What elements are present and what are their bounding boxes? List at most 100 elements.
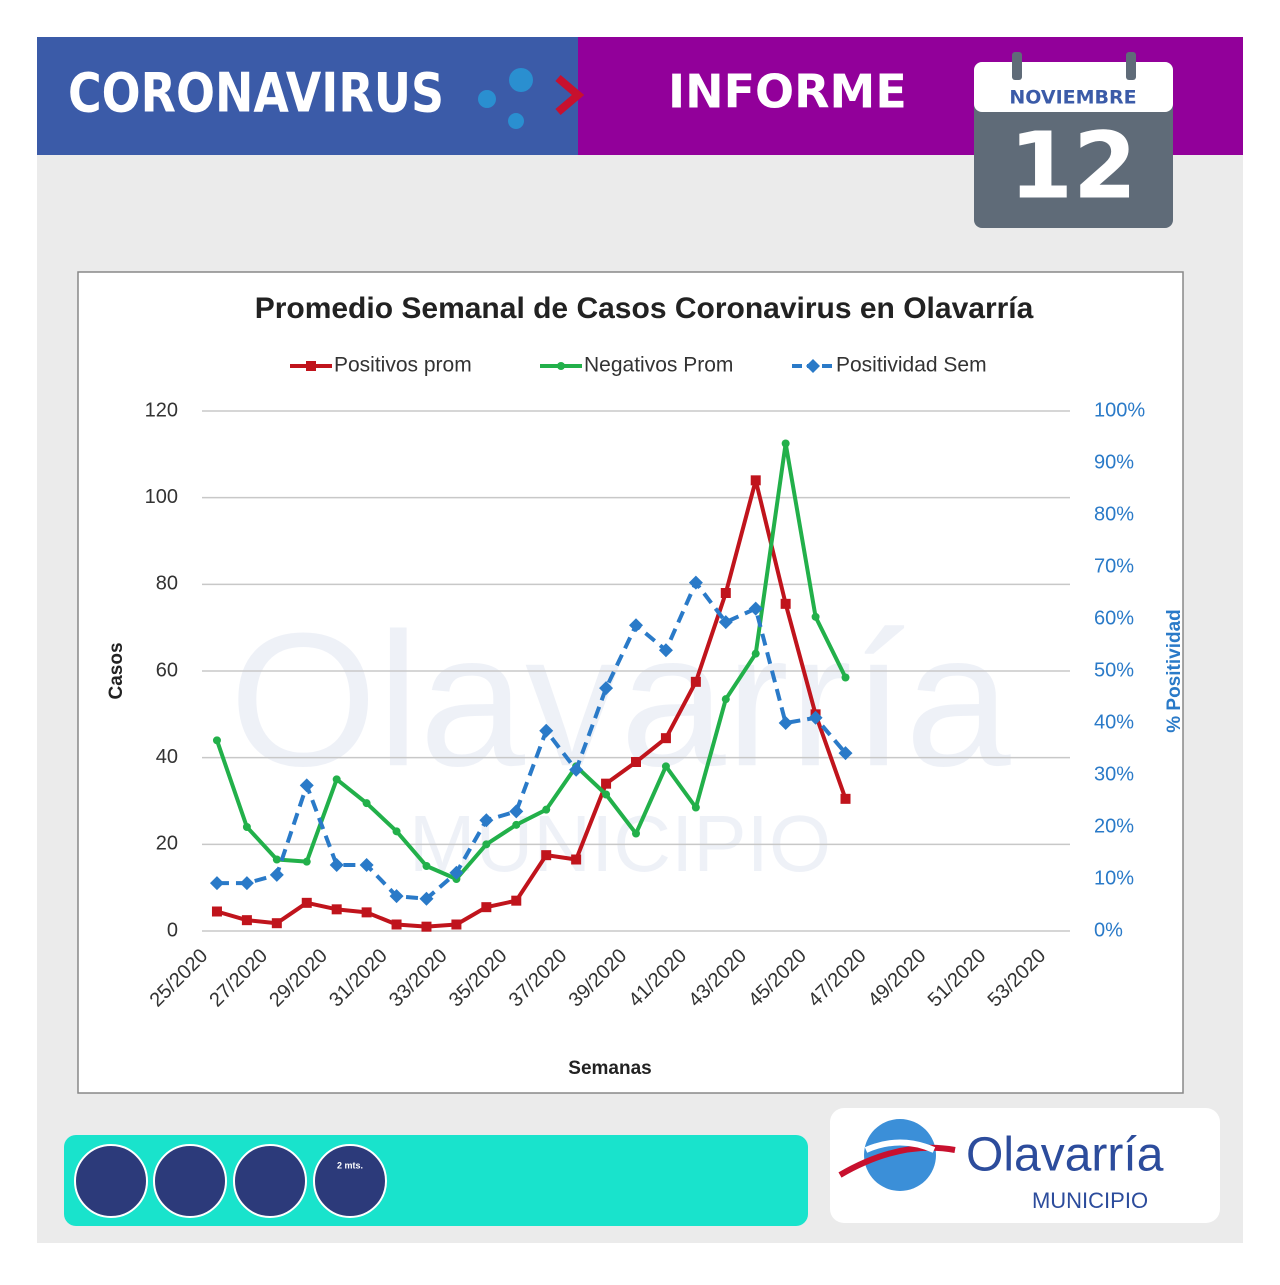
legend-marker [306,361,316,371]
data-point [780,598,791,609]
data-point [690,676,701,687]
data-point [661,762,670,771]
legend-label: Positividad Sem [836,354,987,377]
chart-frame [77,271,1184,1094]
data-point [329,857,344,872]
data-point [241,915,252,926]
y-axis-title: Casos [106,642,127,699]
data-point [840,793,851,804]
logo-emblem [838,1119,956,1191]
y-tick-label: 20 [156,833,178,855]
logo-sub: MUNICIPIO [1032,1188,1148,1213]
data-point [449,865,464,880]
y-tick-label: 60 [156,659,178,681]
distance-label: 2 mts. [337,1160,363,1170]
data-point [601,778,612,789]
legend-marker [557,362,565,370]
data-point [422,862,431,870]
data-point [541,850,552,861]
data-point [751,649,760,658]
data-point [658,643,673,658]
data-point [509,804,524,819]
data-point [748,601,763,616]
data-point [720,588,731,598]
y2-axis-title: % Positividad [1164,609,1185,733]
data-point [242,823,251,831]
data-point [632,829,640,838]
data-point [392,827,401,836]
chart-title: Promedio Semanal de Casos Coronavirus en… [255,292,1034,325]
data-point [811,612,820,621]
data-point [389,889,404,904]
data-point [482,840,491,849]
data-point [631,757,641,767]
x-axis-title: Semanas [568,1058,651,1079]
data-point [539,723,554,738]
y2-tick-label: 80% [1094,503,1134,525]
data-point [421,921,432,932]
data-point [331,904,342,915]
data-point [451,919,462,930]
data-point [299,778,314,793]
series-line [216,478,848,929]
y2-tick-label: 50% [1094,659,1134,681]
legend-label: Positivos prom [334,354,472,377]
y2-tick-label: 40% [1094,711,1134,733]
y2-tick-label: 0% [1094,919,1123,941]
data-point [599,681,614,696]
y2-tick-label: 90% [1094,451,1134,473]
y2-tick-label: 30% [1094,763,1134,785]
data-point [391,919,402,930]
data-point [332,775,341,784]
data-point [750,475,761,486]
data-point [359,857,374,872]
y2-tick-label: 10% [1094,867,1134,889]
data-point [271,918,282,929]
y2-tick-label: 20% [1094,815,1134,837]
data-point [629,618,643,633]
chevron [555,74,585,116]
calendar: NOVIEMBRE 12 [974,52,1173,228]
data-point [272,855,281,864]
data-point [481,902,492,913]
data-point [781,439,790,448]
calendar-day: 12 [1009,112,1137,219]
data-point [841,673,850,682]
header-report: INFORME [668,65,907,119]
legend-label: Negativos Prom [584,354,733,377]
data-point [778,716,793,730]
data-point [571,854,582,865]
series-line [216,580,848,901]
y-tick-label: 40 [156,746,178,768]
data-point [721,695,730,704]
header-topic: CORONAVIRUS [68,62,444,125]
data-point [691,803,700,812]
y2-tick-label: 60% [1094,607,1134,629]
legend-marker [806,359,820,373]
data-point [838,746,853,761]
data-point [511,895,522,906]
y-tick-label: 80 [156,573,178,595]
data-point [361,907,372,918]
y-tick-label: 0 [167,919,178,941]
data-point [211,906,222,917]
data-point [542,805,551,814]
data-point [269,867,284,882]
data-point [718,615,733,630]
data-point [688,575,703,590]
data-point [302,857,311,866]
calendar-month: NOVIEMBRE [1009,87,1136,109]
logo-name: Olavarría [966,1129,1164,1182]
data-point [419,891,434,906]
data-point [808,710,823,725]
data-point [362,799,371,808]
y-tick-label: 100 [145,486,178,508]
y2-tick-label: 100% [1094,399,1145,421]
data-point [660,733,671,744]
data-point [239,876,254,891]
data-point [212,736,221,745]
watermark-name: Olavarría [229,594,1011,806]
data-point [602,790,611,799]
data-point [209,876,224,891]
